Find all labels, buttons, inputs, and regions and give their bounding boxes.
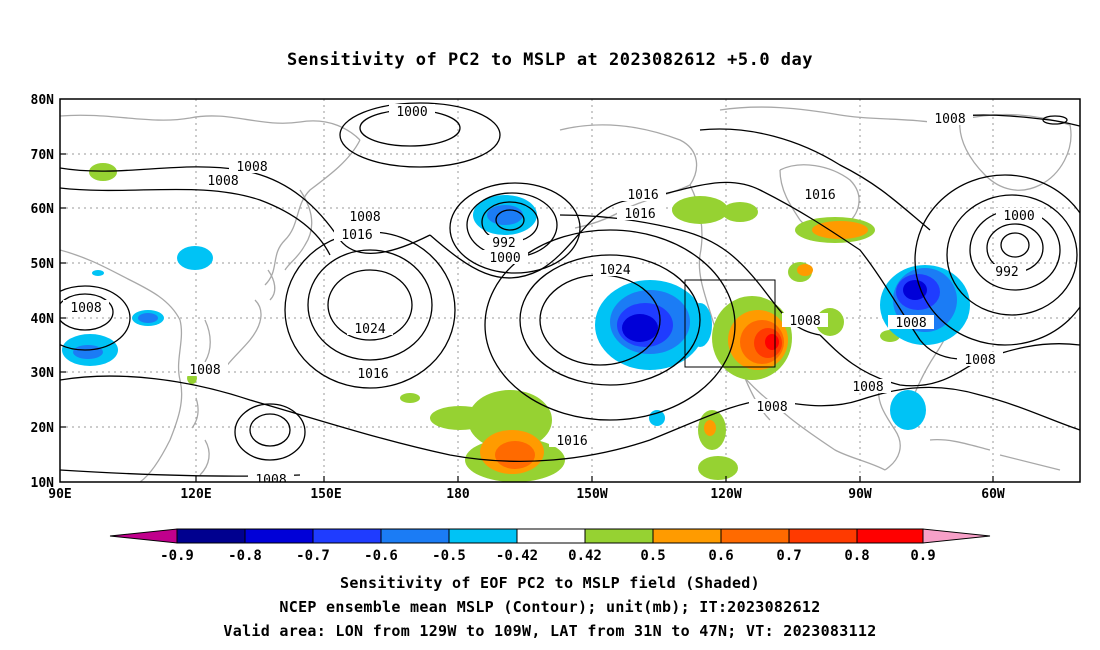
contour-label: 1008 bbox=[964, 353, 995, 368]
contour-label: 1000 bbox=[396, 105, 427, 120]
valid-area-box bbox=[684, 279, 776, 368]
lon-label: 60W bbox=[981, 487, 1005, 502]
lat-label: 40N bbox=[31, 312, 55, 327]
lon-axis-labels: 90E 120E 150E 180 150W 120W 90W 60W bbox=[48, 487, 1005, 502]
contour-label: 1024 bbox=[354, 322, 385, 337]
sensitivity-shading bbox=[62, 163, 970, 482]
lat-label: 50N bbox=[31, 257, 55, 272]
map-frame bbox=[59, 98, 1081, 483]
colorbar-label: -0.9 bbox=[160, 548, 194, 564]
contour-label: 1008 bbox=[207, 174, 238, 189]
colorbar-segment bbox=[922, 528, 991, 544]
lon-label: 90E bbox=[48, 487, 71, 502]
colorbar: -0.9 -0.8 -0.7 -0.6 -0.5 -0.42 0.42 0.5 … bbox=[109, 528, 991, 564]
contour-label: 1016 bbox=[341, 228, 372, 243]
lat-axis-labels: 10N 20N 30N 40N 50N 60N 70N 80N bbox=[31, 93, 55, 491]
caption-contour: NCEP ensemble mean MSLP (Contour); unit(… bbox=[279, 598, 821, 616]
contour-label: 1016 bbox=[624, 207, 655, 222]
caption-shading: Sensitivity of EOF PC2 to MSLP field (Sh… bbox=[340, 574, 760, 592]
contour-label: 992 bbox=[492, 236, 515, 251]
contour-label: 1008 bbox=[189, 363, 220, 378]
colorbar-label: -0.5 bbox=[432, 548, 466, 564]
contour-label: 1016 bbox=[357, 367, 388, 382]
contour-label: 1008 bbox=[789, 314, 820, 329]
contour-label: 1008 bbox=[255, 473, 286, 488]
colorbar-segment bbox=[380, 528, 450, 544]
lon-label: 90W bbox=[848, 487, 872, 502]
lon-label: 150E bbox=[310, 487, 341, 502]
contour-label: 1008 bbox=[349, 210, 380, 225]
colorbar-label: -0.8 bbox=[228, 548, 262, 564]
contour-label: 1008 bbox=[934, 112, 965, 127]
colorbar-segment bbox=[856, 528, 924, 544]
contour-label: 1008 bbox=[852, 380, 883, 395]
contour-label: 1000 bbox=[489, 251, 520, 266]
contour-label: 1016 bbox=[556, 434, 587, 449]
colorbar-segment bbox=[584, 528, 654, 544]
colorbar-segment bbox=[244, 528, 314, 544]
colorbar-label: 0.42 bbox=[568, 548, 602, 564]
contour-label: 1008 bbox=[236, 160, 267, 175]
lon-label: 120E bbox=[180, 487, 211, 502]
colorbar-label: -0.7 bbox=[296, 548, 330, 564]
lat-label: 20N bbox=[31, 421, 55, 436]
contour-label: 1008 bbox=[70, 301, 101, 316]
lat-label: 30N bbox=[31, 366, 55, 381]
lon-label: 150W bbox=[576, 487, 607, 502]
colorbar-segment bbox=[652, 528, 722, 544]
colorbar-label: 0.7 bbox=[776, 548, 801, 564]
axis-ticks bbox=[60, 153, 994, 482]
colorbar-label: 0.6 bbox=[708, 548, 733, 564]
caption-valid-area: Valid area: LON from 129W to 109W, LAT f… bbox=[223, 622, 877, 640]
contour-label: 1016 bbox=[804, 188, 835, 203]
lat-label: 10N bbox=[31, 476, 55, 491]
lat-label: 70N bbox=[31, 148, 55, 163]
lat-label: 80N bbox=[31, 93, 55, 108]
colorbar-label: -0.6 bbox=[364, 548, 398, 564]
lat-label: 60N bbox=[31, 202, 55, 217]
colorbar-label: 0.5 bbox=[640, 548, 665, 564]
contour-label: 1016 bbox=[627, 188, 658, 203]
contour-label: 1024 bbox=[599, 263, 630, 278]
colorbar-segment bbox=[788, 528, 858, 544]
lon-label: 180 bbox=[446, 487, 470, 502]
colorbar-segment bbox=[720, 528, 790, 544]
contour-labels: 1000 1008 1008 1008 1016 992 1000 1024 1… bbox=[63, 104, 1042, 488]
contour-label: 1008 bbox=[756, 400, 787, 415]
colorbar-label: -0.42 bbox=[496, 548, 538, 564]
colorbar-segment bbox=[516, 528, 586, 544]
colorbar-segment bbox=[176, 528, 246, 544]
colorbar-segment bbox=[448, 528, 518, 544]
colorbar-segment bbox=[312, 528, 382, 544]
colorbar-label: 0.9 bbox=[910, 548, 935, 564]
contour-label: 1000 bbox=[1003, 209, 1034, 224]
contour-label: 992 bbox=[995, 265, 1018, 280]
lon-label: 120W bbox=[710, 487, 741, 502]
page-title: Sensitivity of PC2 to MSLP at 2023082612… bbox=[286, 50, 813, 70]
coastlines bbox=[60, 106, 1072, 482]
colorbar-label: 0.8 bbox=[844, 548, 869, 564]
colorbar-segment bbox=[109, 528, 178, 544]
gridlines bbox=[60, 99, 1080, 482]
contour-label: 1008 bbox=[895, 316, 926, 331]
